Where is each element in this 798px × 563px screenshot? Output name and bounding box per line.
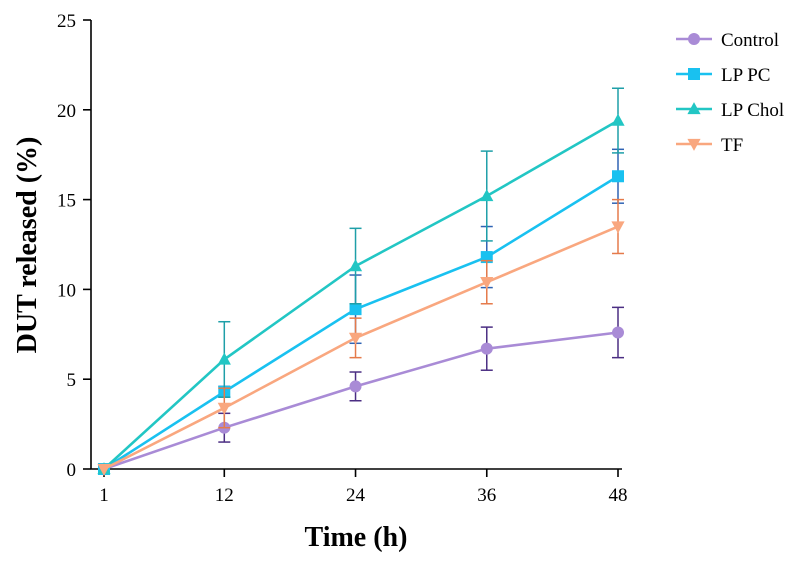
- series-lp-chol: [97, 87, 625, 475]
- series-tf: [97, 198, 625, 476]
- y-tick-label: 15: [57, 191, 76, 212]
- data-point: [480, 277, 494, 290]
- data-point: [349, 380, 362, 393]
- plot-area: [97, 87, 625, 476]
- data-point: [349, 303, 362, 316]
- data-point: [480, 342, 493, 355]
- data-point: [612, 170, 624, 183]
- data-point: [611, 113, 625, 126]
- data-point: [217, 352, 231, 365]
- x-ticks: 1 12 24 36 48: [99, 469, 628, 506]
- x-tick-label: 36: [477, 485, 496, 506]
- series-lp-pc: [98, 148, 624, 475]
- legend-label: LP Chol: [721, 100, 784, 121]
- legend-label: TF: [721, 135, 743, 156]
- x-tick-label: 48: [609, 485, 628, 506]
- x-axis-title: Time (h): [305, 522, 408, 553]
- x-tick-label: 12: [215, 485, 234, 506]
- y-ticks: 0 5 10 15 20 25: [57, 11, 91, 481]
- y-axis-title: DUT released (%): [12, 137, 43, 354]
- y-tick-label: 5: [67, 370, 77, 391]
- y-tick-label: 25: [57, 11, 76, 32]
- axes: [90, 20, 622, 470]
- data-point: [611, 221, 625, 234]
- data-point: [480, 189, 494, 202]
- legend-label: LP PC: [721, 65, 770, 86]
- data-point: [348, 332, 363, 345]
- x-tick-label: 1: [99, 485, 109, 506]
- legend-item-lp-pc: LP PC: [676, 65, 770, 86]
- series-line: [103, 119, 619, 470]
- data-point: [217, 402, 231, 415]
- series-control: [98, 306, 624, 475]
- data-point: [348, 259, 363, 272]
- legend-marker: [688, 33, 700, 45]
- x-tick-label: 24: [346, 485, 366, 506]
- legend-item-control: Control: [676, 30, 779, 51]
- legend-item-tf: TF: [676, 135, 743, 156]
- legend: Control LP PC LP Chol TF: [676, 30, 784, 156]
- data-point: [97, 463, 111, 476]
- y-tick-label: 20: [57, 101, 76, 122]
- data-point: [612, 326, 624, 339]
- legend-item-lp-chol: LP Chol: [676, 100, 784, 121]
- legend-label: Control: [721, 30, 779, 51]
- series-line: [103, 175, 619, 471]
- legend-marker: [687, 102, 701, 115]
- y-tick-label: 10: [57, 280, 76, 301]
- y-tick-label: 0: [67, 460, 77, 481]
- legend-marker: [687, 138, 701, 151]
- legend-marker: [688, 68, 700, 80]
